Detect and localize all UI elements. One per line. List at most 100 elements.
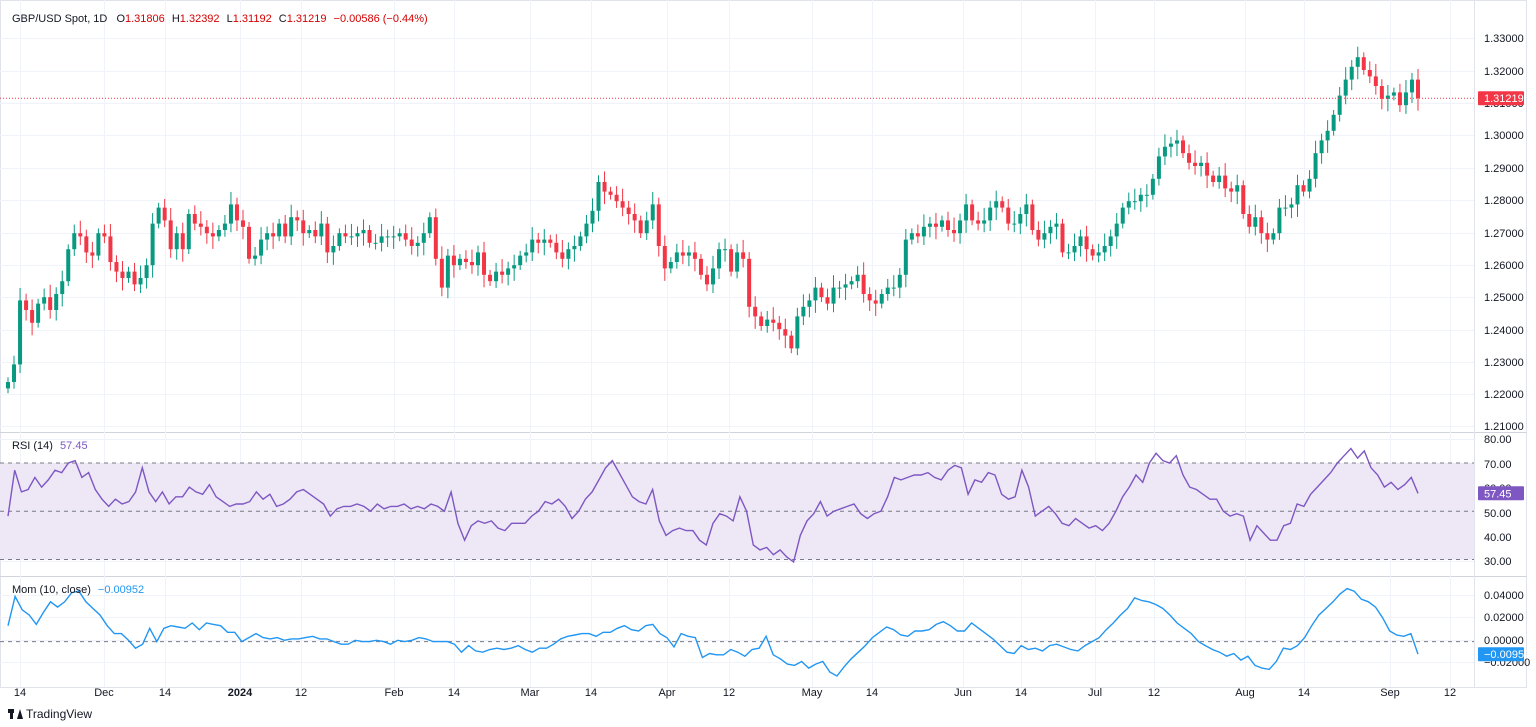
candle[interactable]: [1036, 221, 1041, 247]
candle[interactable]: [1403, 79, 1408, 114]
candle[interactable]: [753, 296, 758, 329]
candle[interactable]: [1277, 198, 1282, 240]
candle[interactable]: [114, 255, 119, 283]
candle[interactable]: [946, 211, 950, 237]
candle[interactable]: [421, 222, 426, 256]
tradingview-logo[interactable]: TradingView: [8, 707, 92, 721]
candle[interactable]: [994, 190, 999, 221]
candle[interactable]: [108, 223, 113, 271]
candle[interactable]: [319, 211, 324, 246]
candle[interactable]: [102, 224, 107, 244]
candle[interactable]: [1174, 129, 1179, 157]
candle[interactable]: [168, 207, 173, 258]
candle[interactable]: [397, 228, 402, 242]
candle[interactable]: [1229, 181, 1234, 203]
candle[interactable]: [120, 261, 125, 291]
candle[interactable]: [337, 228, 342, 251]
candle[interactable]: [536, 232, 541, 254]
candle[interactable]: [391, 225, 396, 249]
candle[interactable]: [1349, 60, 1354, 91]
candle[interactable]: [1241, 180, 1246, 219]
candle[interactable]: [933, 213, 938, 240]
candle[interactable]: [132, 262, 137, 292]
candle[interactable]: [1199, 156, 1204, 177]
candle[interactable]: [84, 229, 89, 263]
candle[interactable]: [222, 214, 227, 237]
candle[interactable]: [180, 222, 185, 262]
candle[interactable]: [1054, 213, 1059, 240]
candle[interactable]: [656, 197, 661, 257]
candle[interactable]: [777, 316, 782, 340]
candle[interactable]: [469, 249, 474, 274]
candle[interactable]: [451, 245, 456, 278]
candle[interactable]: [457, 254, 462, 270]
candle[interactable]: [1120, 202, 1125, 229]
candle[interactable]: [379, 223, 384, 252]
symbol-title[interactable]: GBP/USD Spot, 1D: [12, 13, 108, 25]
candle[interactable]: [30, 299, 35, 336]
candle[interactable]: [1379, 79, 1384, 110]
candle[interactable]: [1042, 220, 1047, 249]
candle[interactable]: [1078, 229, 1083, 257]
candle[interactable]: [1090, 244, 1095, 261]
candle[interactable]: [216, 225, 221, 242]
candle[interactable]: [1030, 199, 1035, 235]
candle[interactable]: [313, 221, 318, 244]
candle[interactable]: [1084, 225, 1089, 262]
candle[interactable]: [891, 275, 896, 297]
candle[interactable]: [476, 245, 480, 276]
candle[interactable]: [439, 246, 444, 297]
candle[interactable]: [409, 227, 414, 255]
candle[interactable]: [349, 223, 354, 246]
candle[interactable]: [210, 222, 215, 249]
candle[interactable]: [783, 318, 788, 349]
candle[interactable]: [1024, 193, 1029, 227]
candle[interactable]: [463, 250, 468, 269]
candle[interactable]: [554, 234, 559, 260]
candle[interactable]: [150, 213, 155, 278]
candle[interactable]: [1012, 211, 1017, 233]
candle[interactable]: [301, 209, 306, 246]
candle[interactable]: [644, 211, 649, 240]
candle[interactable]: [741, 239, 746, 268]
candle[interactable]: [1271, 228, 1276, 245]
candle[interactable]: [1150, 174, 1155, 200]
candle[interactable]: [138, 265, 143, 294]
candle[interactable]: [729, 244, 734, 277]
candle[interactable]: [1048, 220, 1053, 244]
price-axis[interactable]: 1.330001.320001.310001.300001.290001.280…: [1478, 33, 1530, 669]
candle[interactable]: [711, 255, 715, 294]
candle[interactable]: [1319, 133, 1324, 164]
candle[interactable]: [548, 234, 553, 248]
candle[interactable]: [584, 214, 589, 244]
candle[interactable]: [144, 258, 149, 289]
candle[interactable]: [247, 222, 252, 264]
candle[interactable]: [560, 239, 565, 268]
candle[interactable]: [723, 238, 728, 262]
candle[interactable]: [879, 289, 884, 309]
candle[interactable]: [48, 284, 53, 319]
candle[interactable]: [771, 307, 776, 332]
momentum-pane[interactable]: [0, 587, 1474, 677]
candle[interactable]: [90, 241, 95, 269]
candle[interactable]: [1331, 110, 1336, 136]
candle[interactable]: [1325, 120, 1330, 153]
momentum-line[interactable]: [7, 587, 1419, 677]
candle[interactable]: [680, 239, 685, 265]
candle[interactable]: [1132, 188, 1137, 210]
candle[interactable]: [939, 215, 944, 232]
candle[interactable]: [271, 222, 276, 249]
candle[interactable]: [650, 191, 655, 230]
candle[interactable]: [1066, 243, 1071, 260]
candle[interactable]: [602, 171, 607, 205]
candle[interactable]: [488, 270, 493, 286]
candle[interactable]: [174, 226, 179, 260]
candle[interactable]: [289, 204, 294, 246]
candle[interactable]: [373, 234, 378, 250]
candle[interactable]: [674, 243, 679, 269]
candle[interactable]: [186, 209, 191, 254]
candle[interactable]: [1102, 233, 1107, 262]
candle[interactable]: [506, 261, 511, 286]
candle[interactable]: [361, 219, 366, 246]
